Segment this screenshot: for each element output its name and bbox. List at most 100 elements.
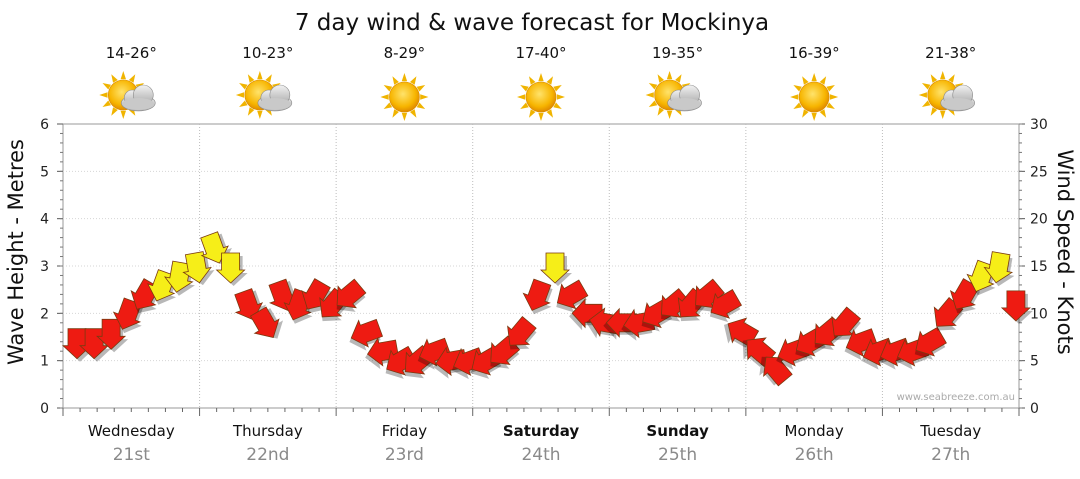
sun-ray [392,109,399,118]
wind-arrow-body [915,326,947,357]
day-date: 23rd [385,445,424,465]
wind-arrow [507,315,537,350]
sun-rays [790,73,839,121]
y-right-tick-label: 5 [1030,354,1039,370]
sun-ray [247,107,255,116]
cloud-fill [668,98,701,110]
y-right-tick-label: 30 [1030,117,1048,133]
sun-ray [409,76,417,85]
day-temp-range: 21-38° [925,44,976,62]
wind-arrow [215,252,248,286]
cloud-shape [120,84,156,112]
day-saturday: 17-40° Saturday 24th [503,44,580,465]
sun-ray [819,76,827,85]
wind-arrow [112,297,143,334]
sun-ray [420,94,429,100]
partly-cloudy-icon [918,71,976,119]
y-axis-label-right: Wind Speed - Knots [1053,149,1077,354]
sun-ray [409,109,417,118]
sun-ray [918,92,927,98]
day-temp-range: 16-39° [789,44,840,62]
sun-ray [529,76,536,85]
sun-ray [120,71,126,80]
day-temp-range: 19-35° [652,44,703,62]
wind-arrow [336,278,367,312]
day-date: 27th [931,445,970,465]
wind-arrow-body [831,306,862,337]
day-name: Wednesday [88,422,175,440]
sun-ray [546,76,553,85]
cloud-shape [667,84,702,112]
sun-ray [790,94,799,100]
cloud-shape [940,84,976,112]
sun-ray [111,74,118,83]
wind-arrow [695,278,725,312]
wind-arrow [831,306,862,341]
sun-ray [546,109,553,118]
sun-ray [826,102,835,109]
sun-rays [380,73,429,121]
wind-arrow [1000,290,1033,324]
wind-arrow [914,326,947,360]
sun-ray [940,71,946,80]
sun-ray [392,76,399,85]
wind-arrow-body [336,278,367,309]
wind-arrow [182,251,215,286]
wind-arrow [709,289,743,323]
day-name: Monday [785,422,844,440]
day-date: 25th [658,445,697,465]
wind-arrow-body [350,318,384,348]
sunny-icon [517,73,565,121]
y-right-tick-label: 25 [1030,164,1048,180]
sun-ray [538,112,544,121]
wind-arrow-body [301,278,331,310]
sun-ray [102,83,111,90]
wind-arrow [983,251,1015,287]
y-left-tick-label: 5 [40,164,49,180]
sun-ray [930,74,938,83]
day-temp-range: 17-40° [515,44,566,62]
sun-ray [128,74,136,83]
sun-ray [265,74,272,83]
sun-ray [553,85,562,92]
day-name: Tuesday [919,422,981,440]
sun-ray [517,94,526,100]
sun-ray [111,107,118,116]
sun-ray [930,107,938,116]
sun-ray [416,102,426,109]
wind-arrow [539,252,572,286]
wind-arrow [522,278,553,315]
sun-ray [383,85,393,92]
cloud-fill [941,98,974,110]
y-right-tick-label: 20 [1030,212,1048,228]
wind-arrow-body [249,306,280,338]
day-date: 24th [521,445,560,465]
sun-ray [921,100,931,107]
day-date: 21st [113,445,150,465]
day-temp-range: 8-29° [384,44,426,62]
sun-ray [793,85,802,92]
y-left-tick-label: 4 [40,212,49,228]
chart-title: 7 day wind & wave forecast for Mockinya [295,10,769,36]
sun-ray [520,102,529,109]
sun-ray [383,102,393,109]
day-friday: 8-29° Friday 23rd [380,44,429,465]
sun-ray [793,102,802,109]
day-name: Saturday [503,422,580,440]
sun-ray [648,100,658,107]
sun-ray [102,100,111,107]
y-left-tick-label: 6 [40,117,49,133]
y-left-tick-label: 3 [40,259,49,275]
sun-ray [120,110,126,119]
day-wednesday: 14-26° Wednesday 21st [88,44,175,465]
sun-ray [538,73,544,82]
sun-ray [811,73,817,82]
day-date: 22nd [246,445,289,465]
y-left-tick-label: 1 [40,354,49,370]
sun-ray [235,92,245,98]
wind-arrow [301,278,332,314]
partly-cloudy-icon [645,71,702,119]
sun-ray [380,94,389,100]
